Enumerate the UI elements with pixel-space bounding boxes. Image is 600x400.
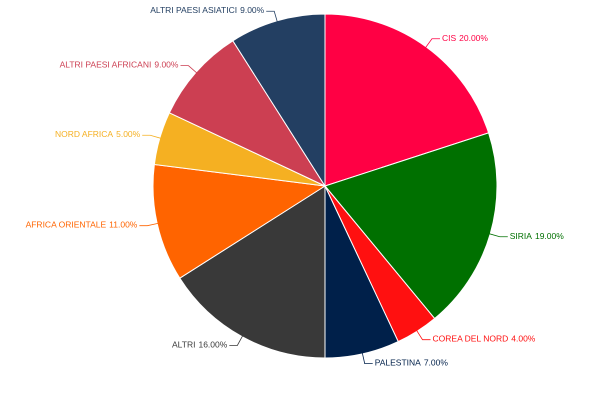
slice-value-label: 11.00% <box>109 220 138 230</box>
slice-category: ALTRI <box>172 340 195 350</box>
slice-category: COREA DEL NORD <box>433 334 509 344</box>
slice-value-label: 20.00% <box>459 33 488 43</box>
label-connector <box>361 351 373 365</box>
slice-category: ALTRI PAESI AFRICANI <box>60 60 152 70</box>
slice-label: ALTRI 16.00% <box>172 340 228 350</box>
slice-value-label: 19.00% <box>535 231 564 241</box>
slice-value-label: 4.00% <box>511 334 536 344</box>
slice-category: AFRICA ORIENTALE <box>26 220 107 230</box>
slice-label: ALTRI PAESI AFRICANI 9.00% <box>60 60 179 70</box>
slice-label: ALTRI PAESI ASIATICI 9.00% <box>150 5 264 15</box>
slice-category: SIRIA <box>510 231 533 241</box>
label-connector <box>142 134 162 139</box>
slice-label: CIS 20.00% <box>442 33 488 43</box>
slice-value-label: 7.00% <box>424 358 449 368</box>
slice-category: CIS <box>442 33 457 43</box>
label-connector <box>229 334 244 346</box>
slice-value-label: 5.00% <box>116 129 141 139</box>
label-connector <box>488 233 508 238</box>
slice-value-label: 9.00% <box>154 60 179 70</box>
label-connector <box>139 222 160 227</box>
label-connector <box>415 329 431 341</box>
label-connector <box>424 38 440 49</box>
slice-label: SIRIA 19.00% <box>510 231 564 241</box>
label-connector <box>266 10 278 23</box>
slice-category: NORD AFRICA <box>55 129 113 139</box>
slice-label: AFRICA ORIENTALE 11.00% <box>26 220 138 230</box>
slice-value-label: 9.00% <box>240 5 265 15</box>
slice-label: PALESTINA 7.00% <box>375 358 449 368</box>
slice-category: ALTRI PAESI ASIATICI <box>150 5 237 15</box>
slice-label: COREA DEL NORD 4.00% <box>433 334 536 344</box>
slice-value-label: 16.00% <box>198 340 227 350</box>
slice-label: NORD AFRICA 5.00% <box>55 129 141 139</box>
label-connector <box>180 65 198 74</box>
slice-category: PALESTINA <box>375 358 421 368</box>
